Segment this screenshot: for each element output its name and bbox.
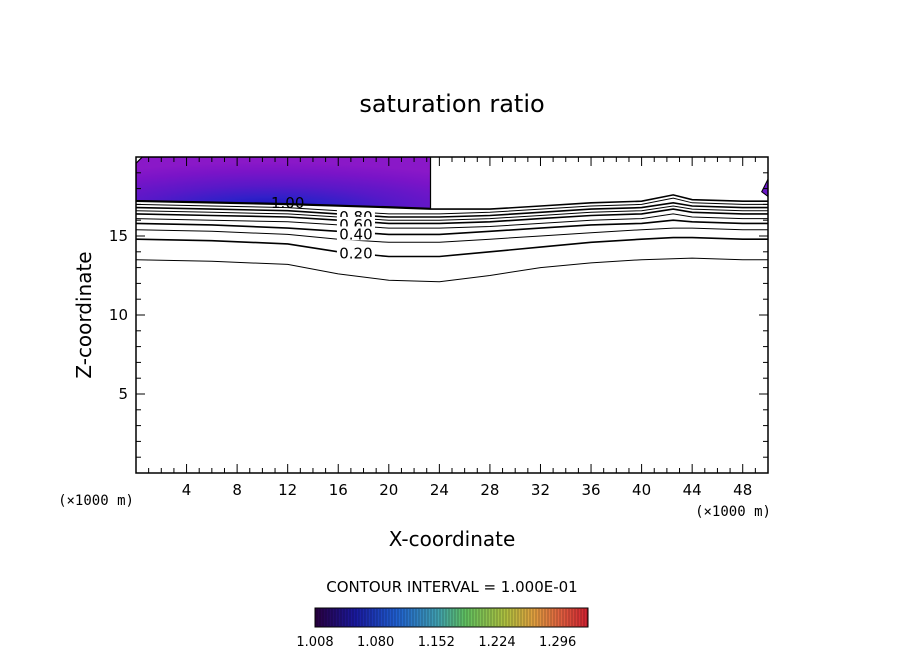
x-tick-label: 4 xyxy=(182,481,192,499)
y-axis-title: Z-coordinate xyxy=(72,251,96,378)
x-tick-label: 12 xyxy=(278,481,297,499)
contour-label: 0.40 xyxy=(339,225,372,243)
x-tick-label: 24 xyxy=(430,481,449,499)
contour-line xyxy=(136,227,768,243)
y-tick-labels: 5 10 15 xyxy=(109,227,128,403)
y-unit-label: (×1000 m) xyxy=(58,493,134,509)
contour-line xyxy=(136,197,768,215)
x-tick-labels: 4 8 12 16 20 24 28 32 36 40 44 48 xyxy=(182,481,752,499)
contour-line xyxy=(136,236,768,258)
x-tick-label: 28 xyxy=(480,481,499,499)
plot-frame xyxy=(135,156,769,474)
y-tick-label: 15 xyxy=(109,227,128,245)
shaded-region-right xyxy=(761,178,768,198)
x-unit-label: (×1000 m) xyxy=(695,504,771,520)
x-tick-label: 20 xyxy=(379,481,398,499)
x-axis-title: X-coordinate xyxy=(389,527,516,551)
colorbar-tick-label: 1.008 xyxy=(296,635,333,650)
contour-label: 0.20 xyxy=(339,244,372,262)
chart-title: saturation ratio xyxy=(359,90,544,118)
contour-line xyxy=(136,219,768,236)
colorbar-stripes xyxy=(316,609,588,626)
plot-area xyxy=(136,157,768,283)
contour-line xyxy=(136,205,768,221)
colorbar-tick-label: 1.152 xyxy=(418,635,455,650)
contour-label-bg xyxy=(336,245,375,260)
colorbar-tick-label: 1.224 xyxy=(478,635,515,650)
contour-line xyxy=(136,208,768,225)
y-tick-label: 5 xyxy=(118,385,128,403)
x-tick-label: 16 xyxy=(329,481,348,499)
x-tick-label: 8 xyxy=(232,481,242,499)
y-tick-label: 10 xyxy=(109,306,128,324)
x-tick-label: 40 xyxy=(632,481,651,499)
colorbar: 1.008 1.080 1.152 1.224 1.296 xyxy=(296,607,589,650)
colorbar-tick-label: 1.080 xyxy=(357,635,394,650)
x-tick-label: 48 xyxy=(733,481,752,499)
colorbar-labels: 1.008 1.080 1.152 1.224 1.296 xyxy=(296,635,576,650)
contour-line xyxy=(136,257,768,283)
contour-interval-note: CONTOUR INTERVAL = 1.000E-01 xyxy=(326,578,577,596)
x-tick-label: 44 xyxy=(683,481,702,499)
colorbar-tick-label: 1.296 xyxy=(539,635,576,650)
contour-labels: 1.000.800.600.400.20 xyxy=(271,194,375,262)
contour-label: 1.00 xyxy=(271,194,304,212)
colorbar-gradient xyxy=(314,607,589,628)
x-tick-label: 32 xyxy=(531,481,550,499)
x-tick-label: 36 xyxy=(581,481,600,499)
axis-ticks xyxy=(136,157,768,473)
contour-line xyxy=(136,213,768,229)
contour-line xyxy=(136,194,768,210)
contour-line xyxy=(136,201,768,218)
contour-label-bg xyxy=(336,226,375,241)
